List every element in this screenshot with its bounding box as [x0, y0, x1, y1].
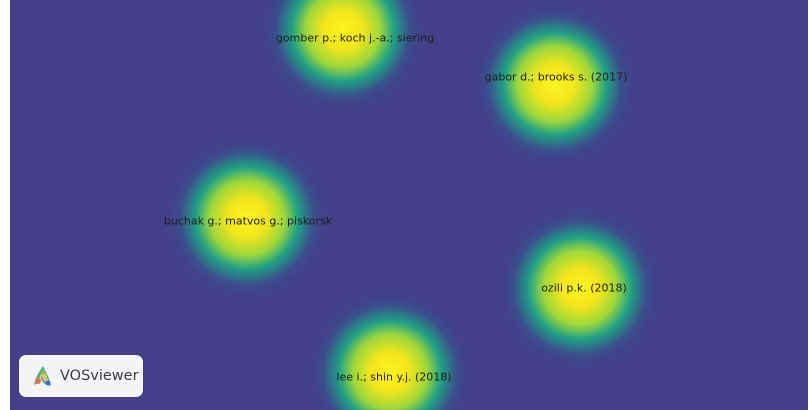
item-label-lee[interactable]: lee i.; shin y.j. (2018) — [336, 370, 452, 384]
left-margin — [0, 0, 10, 410]
item-label-ozili[interactable]: ozili p.k. (2018) — [541, 281, 627, 295]
item-label-gomber[interactable]: gomber p.; koch j.-a.; siering — [275, 31, 435, 45]
item-label-gabor[interactable]: gabor d.; brooks s. (2017) — [484, 70, 628, 84]
item-label-buchak[interactable]: buchak g.; matvos g.; piskorsk — [163, 214, 333, 228]
density-canvas[interactable] — [10, 0, 808, 410]
vosviewer-logo-text: VOSviewer — [60, 368, 139, 384]
vosviewer-logo[interactable]: VOSviewer — [19, 355, 143, 397]
right-margin — [808, 0, 812, 410]
vosviewer-logo-icon — [34, 366, 51, 386]
